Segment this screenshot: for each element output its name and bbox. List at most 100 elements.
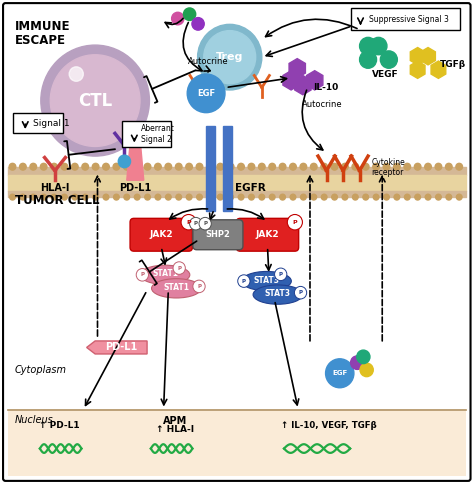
Circle shape: [144, 163, 151, 170]
Circle shape: [145, 194, 150, 200]
Circle shape: [123, 163, 130, 170]
Circle shape: [187, 74, 225, 113]
Circle shape: [155, 194, 161, 200]
Text: Aberrant
Signal 2: Aberrant Signal 2: [141, 124, 175, 144]
Circle shape: [456, 163, 463, 170]
Circle shape: [425, 163, 431, 170]
Text: P: P: [194, 221, 198, 226]
Circle shape: [41, 194, 46, 200]
Text: STAT3: STAT3: [254, 275, 280, 285]
Circle shape: [51, 163, 57, 170]
Circle shape: [118, 155, 130, 167]
Text: EGFR: EGFR: [236, 183, 266, 193]
Circle shape: [290, 194, 296, 200]
Text: Autocrine: Autocrine: [188, 57, 229, 66]
Text: STAT3: STAT3: [265, 289, 291, 298]
Circle shape: [301, 194, 306, 200]
Circle shape: [321, 194, 327, 200]
Circle shape: [238, 163, 245, 170]
Circle shape: [192, 17, 204, 30]
Circle shape: [186, 194, 192, 200]
Polygon shape: [127, 138, 144, 180]
Circle shape: [279, 163, 286, 170]
Circle shape: [218, 194, 223, 200]
Circle shape: [196, 163, 203, 170]
FancyBboxPatch shape: [237, 218, 299, 251]
FancyBboxPatch shape: [130, 218, 192, 251]
Circle shape: [165, 194, 171, 200]
Circle shape: [373, 194, 379, 200]
Circle shape: [269, 163, 275, 170]
Circle shape: [62, 194, 67, 200]
Circle shape: [172, 12, 184, 25]
Circle shape: [175, 163, 182, 170]
Circle shape: [173, 262, 185, 274]
Text: P: P: [197, 284, 201, 289]
Text: ↑ IL-10, VEGF, TGFβ: ↑ IL-10, VEGF, TGFβ: [281, 421, 377, 430]
Circle shape: [404, 163, 410, 170]
Text: P: P: [140, 272, 145, 277]
Circle shape: [207, 194, 213, 200]
FancyBboxPatch shape: [193, 220, 243, 250]
Circle shape: [456, 194, 462, 200]
Circle shape: [204, 30, 255, 84]
Circle shape: [30, 194, 36, 200]
Bar: [206, 126, 215, 211]
Circle shape: [238, 275, 250, 287]
Text: Treg: Treg: [216, 52, 244, 62]
Circle shape: [51, 194, 57, 200]
Circle shape: [331, 163, 338, 170]
Circle shape: [259, 194, 264, 200]
Text: HLA-I: HLA-I: [40, 183, 70, 193]
Text: P: P: [299, 290, 302, 295]
Circle shape: [124, 194, 129, 200]
Circle shape: [72, 163, 78, 170]
Ellipse shape: [253, 285, 303, 304]
Circle shape: [228, 194, 234, 200]
Circle shape: [181, 214, 196, 230]
Text: IL-10: IL-10: [313, 83, 338, 92]
Circle shape: [446, 163, 452, 170]
Circle shape: [415, 194, 420, 200]
Text: Autocrine: Autocrine: [301, 100, 342, 109]
Circle shape: [258, 163, 265, 170]
Circle shape: [373, 163, 379, 170]
Circle shape: [248, 163, 255, 170]
Circle shape: [287, 214, 302, 230]
Circle shape: [217, 163, 224, 170]
Circle shape: [30, 163, 36, 170]
Text: IMMUNE
ESCAPE: IMMUNE ESCAPE: [15, 20, 70, 47]
Circle shape: [360, 37, 376, 55]
Text: VEGF: VEGF: [372, 70, 399, 79]
Text: TUMOR CELL: TUMOR CELL: [15, 194, 100, 207]
Circle shape: [228, 163, 234, 170]
Circle shape: [446, 194, 452, 200]
Circle shape: [370, 37, 387, 55]
Circle shape: [425, 194, 431, 200]
Circle shape: [363, 163, 369, 170]
Circle shape: [248, 194, 254, 200]
Circle shape: [193, 280, 205, 293]
Circle shape: [176, 194, 182, 200]
Text: STAT1: STAT1: [164, 283, 189, 292]
Circle shape: [165, 163, 172, 170]
Bar: [8, 411, 466, 476]
Circle shape: [294, 287, 307, 299]
Circle shape: [393, 163, 400, 170]
Circle shape: [9, 163, 16, 170]
Text: Cytoplasm: Cytoplasm: [15, 365, 67, 375]
Circle shape: [352, 163, 359, 170]
Circle shape: [380, 51, 397, 68]
Circle shape: [186, 163, 192, 170]
Circle shape: [383, 163, 390, 170]
Circle shape: [72, 194, 78, 200]
Circle shape: [134, 163, 140, 170]
Circle shape: [383, 194, 389, 200]
Text: TGFβ: TGFβ: [440, 60, 466, 69]
Circle shape: [20, 194, 26, 200]
Circle shape: [207, 163, 213, 170]
Text: PD-L1: PD-L1: [105, 343, 137, 352]
Circle shape: [326, 359, 354, 388]
Text: P: P: [203, 221, 207, 226]
Circle shape: [357, 350, 370, 363]
